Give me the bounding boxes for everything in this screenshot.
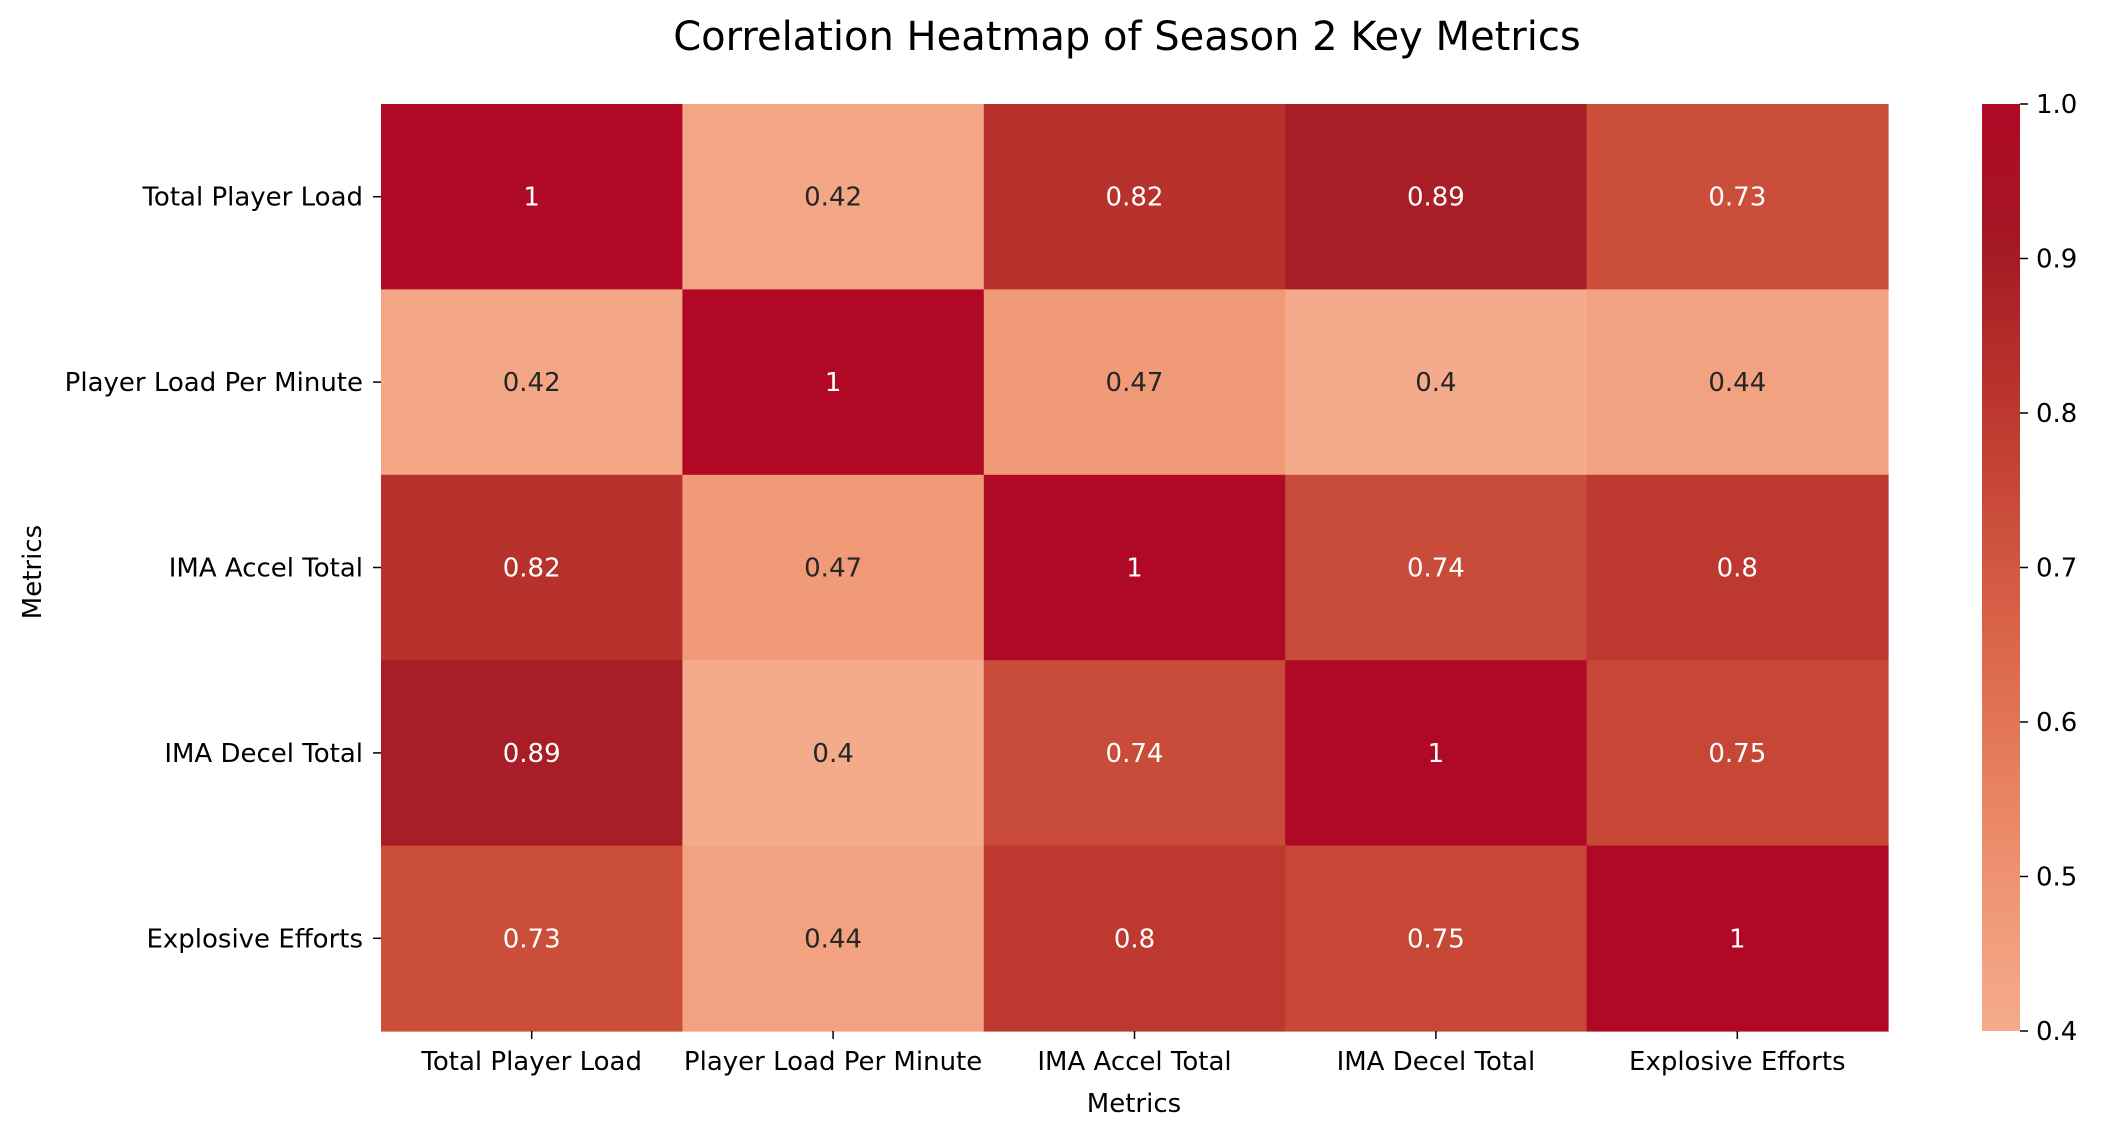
cell-value-label: 0.73 — [503, 924, 561, 954]
y-axis-label: Metrics — [18, 525, 48, 619]
heatmap-cell-labels: 1 0.42 0.82 0.89 0.73 0.42 1 0.47 0.4 0.44 0.82 0.4… — [503, 183, 1766, 955]
heatmap-cell — [983, 104, 1286, 290]
cell-value-label: 0.75 — [1407, 924, 1465, 954]
heatmap-cell — [983, 845, 1286, 1032]
x-tick-label: Total Player Load — [420, 1047, 642, 1077]
heatmap-cell — [682, 660, 985, 847]
y-tick-label: IMA Decel Total — [164, 739, 363, 769]
heatmap-cell — [682, 104, 985, 290]
colorbar-tick-label: 1.0 — [2036, 90, 2077, 120]
cell-value-label: 0.42 — [503, 368, 561, 398]
heatmap-cell — [381, 474, 683, 661]
cell-value-label: 0.4 — [812, 739, 853, 769]
heatmap-cell — [682, 289, 985, 476]
cell-value-label: 0.89 — [503, 739, 561, 769]
cell-value-label: 0.75 — [1708, 739, 1766, 769]
cell-value-label: 1 — [523, 183, 540, 213]
y-tick-label: Total Player Load — [141, 183, 363, 213]
x-axis-label: Metrics — [1087, 1089, 1181, 1119]
cell-value-label: 1 — [1126, 554, 1143, 584]
cell-value-label: 0.8 — [1114, 924, 1155, 954]
cell-value-label: 0.8 — [1717, 554, 1758, 584]
cell-value-label: 0.74 — [1106, 739, 1164, 769]
heatmap-cell — [1586, 289, 1889, 476]
colorbar-tick-label: 0.4 — [2036, 1017, 2077, 1047]
x-tick-label: IMA Decel Total — [1337, 1047, 1536, 1077]
cell-value-label: 0.74 — [1407, 554, 1465, 584]
cell-value-label: 0.82 — [1106, 183, 1164, 213]
cell-value-label: 1 — [1428, 739, 1445, 769]
y-tick-label: IMA Accel Total — [169, 554, 363, 584]
x-tick-label: Explosive Efforts — [1629, 1047, 1846, 1077]
heatmap-cell — [381, 660, 683, 847]
y-tick-label: Player Load Per Minute — [65, 368, 363, 398]
x-axis: Total Player Load Player Load Per Minute I… — [420, 1031, 1846, 1077]
colorbar-gradient — [1982, 104, 2020, 1031]
heatmap-cell — [381, 289, 683, 476]
heatmap-cell — [1586, 104, 1889, 290]
colorbar-tick-label: 0.9 — [2036, 245, 2077, 275]
cell-value-label: 0.89 — [1407, 183, 1465, 213]
heatmap-cell — [682, 845, 985, 1032]
heatmap-cell — [1586, 845, 1889, 1032]
x-tick-label: IMA Accel Total — [1037, 1047, 1231, 1077]
cell-value-label: 0.73 — [1708, 183, 1766, 213]
heatmap-cell — [1285, 845, 1588, 1032]
y-tick-label: Explosive Efforts — [146, 924, 363, 954]
heatmap-cell — [1285, 289, 1588, 476]
heatmap-cell — [1285, 104, 1588, 290]
colorbar-tick-label: 0.7 — [2036, 554, 2077, 584]
colorbar-tick-label: 0.8 — [2036, 399, 2077, 429]
heatmap-cell — [983, 289, 1286, 476]
heatmap-cell — [381, 104, 683, 290]
cell-value-label: 0.44 — [804, 924, 862, 954]
cell-value-label: 0.42 — [804, 183, 862, 213]
heatmap-cell — [381, 845, 683, 1032]
heatmap-cell — [1586, 660, 1889, 847]
heatmap-cell — [1285, 660, 1588, 847]
cell-value-label: 0.47 — [804, 554, 862, 584]
heatmap-cell — [1285, 474, 1588, 661]
heatmap-cells — [381, 104, 1889, 1032]
cell-value-label: 1 — [1729, 924, 1746, 954]
cell-value-label: 1 — [825, 368, 842, 398]
cell-value-label: 0.47 — [1106, 368, 1164, 398]
cell-value-label: 0.4 — [1415, 368, 1456, 398]
colorbar: 0.4 0.5 0.6 0.7 0.8 0.9 1.0 — [1982, 90, 2077, 1047]
x-tick-label: Player Load Per Minute — [684, 1047, 982, 1077]
y-axis: Total Player Load Player Load Per Minute I… — [65, 183, 381, 954]
cell-value-label: 0.82 — [503, 554, 561, 584]
cell-value-label: 0.44 — [1708, 368, 1766, 398]
colorbar-tick-label: 0.6 — [2036, 708, 2077, 738]
chart-title: Correlation Heatmap of Season 2 Key Metr… — [673, 14, 1581, 60]
heatmap-cell — [1586, 474, 1889, 661]
heatmap-cell — [983, 474, 1286, 661]
heatmap-cell — [983, 660, 1286, 847]
colorbar-tick-label: 0.5 — [2036, 863, 2077, 893]
heatmap-cell — [682, 474, 985, 661]
